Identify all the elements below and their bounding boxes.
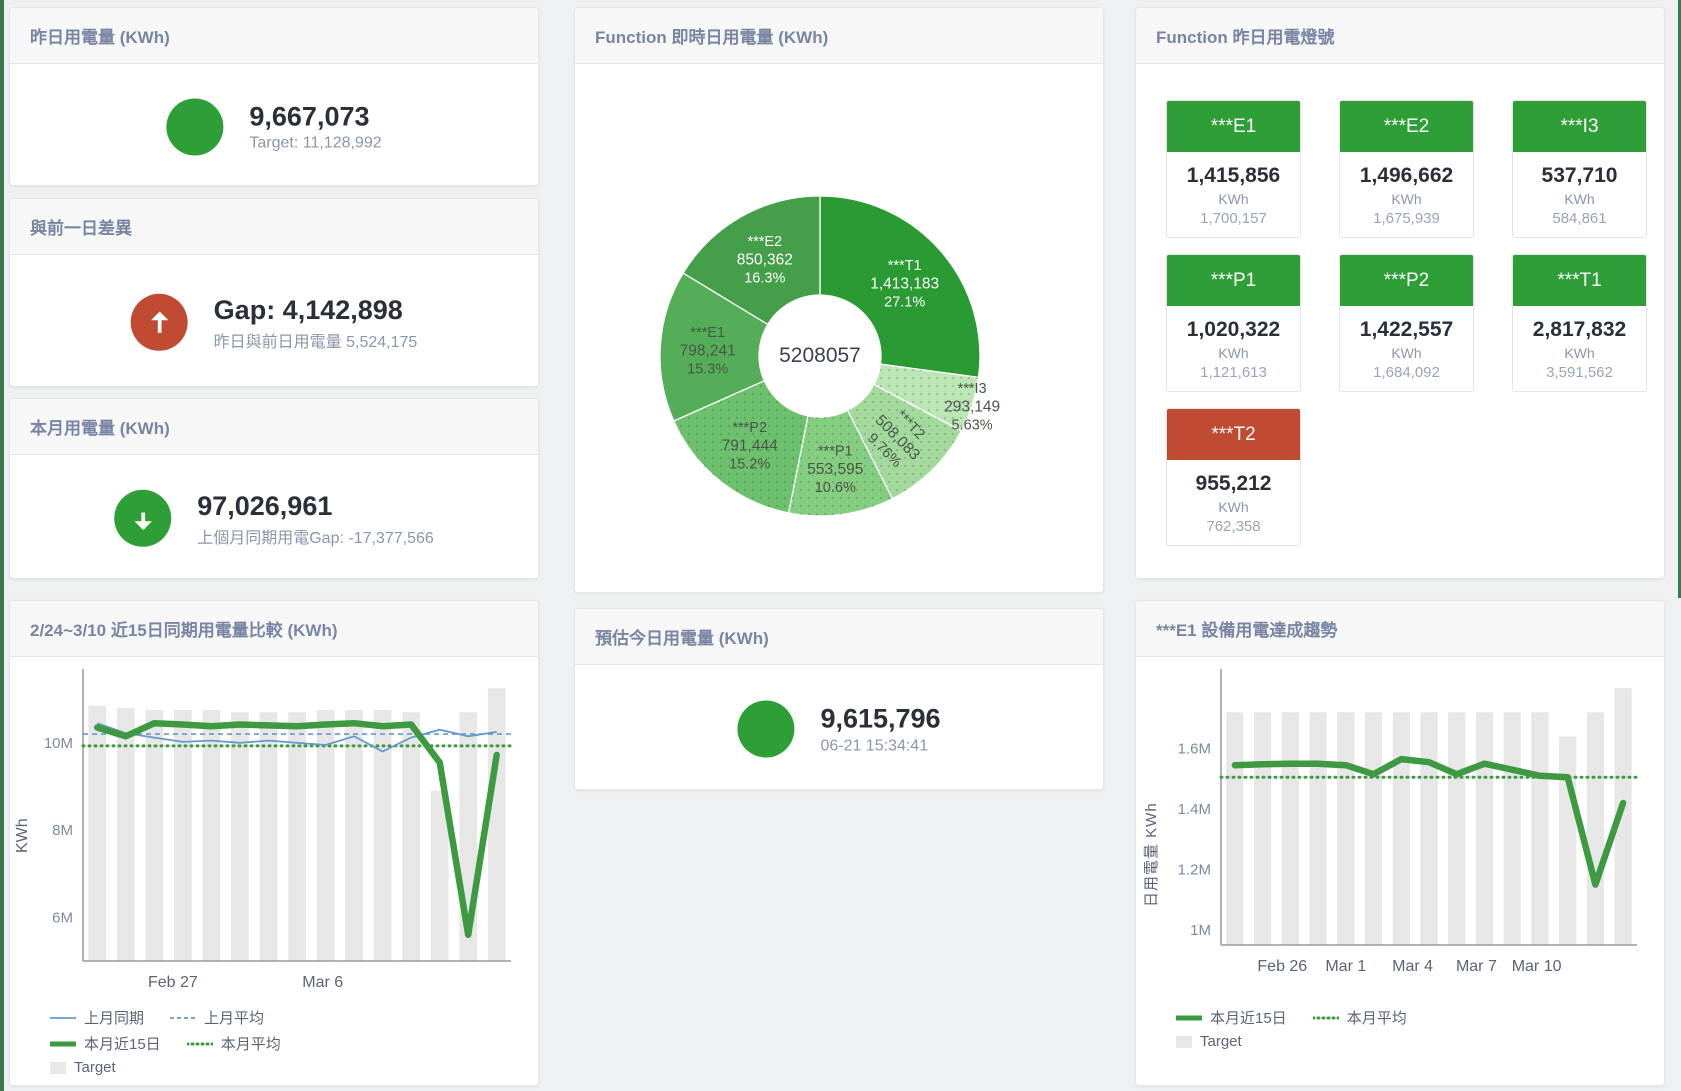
svg-text:553,595: 553,595 <box>807 461 863 478</box>
svg-text:15.2%: 15.2% <box>729 456 770 472</box>
svg-text:Feb 26: Feb 26 <box>1257 958 1307 975</box>
svg-text:10.6%: 10.6% <box>815 480 856 496</box>
svg-text:***P2: ***P2 <box>732 420 767 436</box>
svg-text:798,241: 798,241 <box>680 342 736 359</box>
svg-text:Feb 27: Feb 27 <box>148 974 198 991</box>
svg-text:6M: 6M <box>52 909 73 926</box>
svg-text:8M: 8M <box>52 822 73 839</box>
svg-text:***E1: ***E1 <box>690 325 725 341</box>
svg-text:***E2: ***E2 <box>747 234 782 250</box>
svg-text:293,149: 293,149 <box>944 398 1000 415</box>
svg-text:1,413,183: 1,413,183 <box>870 276 939 293</box>
svg-text:10M: 10M <box>44 735 73 752</box>
svg-text:Mar 10: Mar 10 <box>1512 958 1562 975</box>
svg-text:1.4M: 1.4M <box>1178 801 1211 818</box>
svg-text:16.3%: 16.3% <box>744 271 785 287</box>
svg-text:27.1%: 27.1% <box>884 295 925 311</box>
svg-text:15.3%: 15.3% <box>687 361 728 377</box>
svg-text:1M: 1M <box>1190 922 1211 939</box>
svg-text:Mar 7: Mar 7 <box>1456 958 1497 975</box>
svg-text:Mar 6: Mar 6 <box>302 974 343 991</box>
svg-text:5208057: 5208057 <box>779 344 861 367</box>
svg-text:Mar 1: Mar 1 <box>1325 958 1366 975</box>
svg-text:850,362: 850,362 <box>737 252 793 269</box>
svg-text:***T1: ***T1 <box>888 258 922 274</box>
svg-text:791,444: 791,444 <box>722 437 778 454</box>
svg-text:1.6M: 1.6M <box>1178 741 1211 758</box>
svg-text:Mar 4: Mar 4 <box>1392 958 1433 975</box>
svg-text:5.63%: 5.63% <box>952 417 993 433</box>
svg-text:***P1: ***P1 <box>818 444 853 460</box>
svg-text:***I3: ***I3 <box>958 381 987 397</box>
svg-text:1.2M: 1.2M <box>1178 861 1211 878</box>
